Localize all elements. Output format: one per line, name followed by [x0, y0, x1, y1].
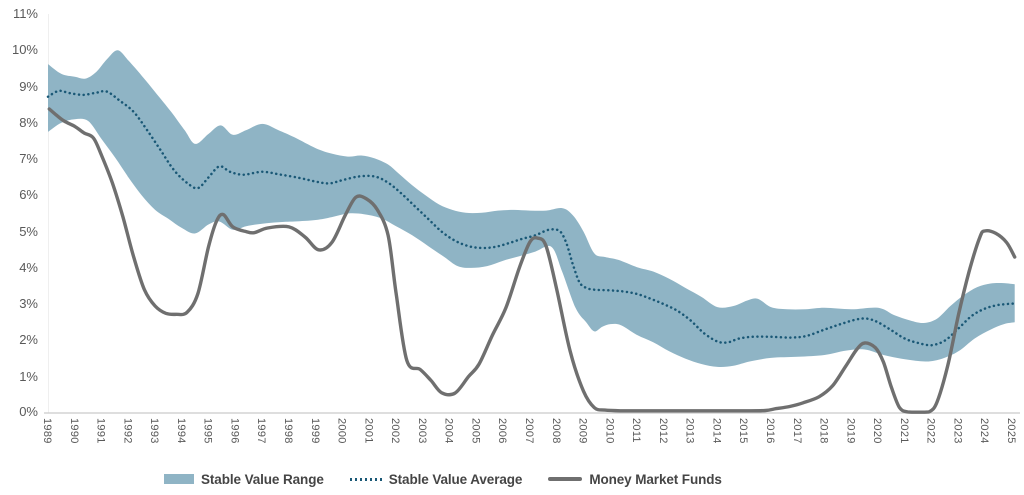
x-tick-label: 2012	[656, 418, 669, 444]
x-tick-label: 2007	[522, 418, 535, 444]
x-tick-label: 1999	[308, 418, 321, 444]
y-tick-label: 10%	[11, 42, 38, 58]
y-tick-label: 9%	[19, 78, 38, 94]
x-tick-label: 1992	[121, 418, 134, 444]
x-tick-label: 2017	[790, 418, 803, 444]
x-tick-label: 2019	[844, 418, 857, 444]
x-tick-label: 2018	[817, 418, 830, 444]
y-tick-label: 4%	[19, 259, 38, 275]
x-tick-label: 1998	[281, 418, 294, 444]
x-tick-label: 2001	[362, 418, 375, 444]
x-tick-label: 2023	[951, 418, 964, 444]
band-swatch-icon	[164, 474, 194, 484]
solid-line-swatch-icon	[548, 477, 583, 481]
legend-item-stable-value-range: Stable Value Range	[164, 472, 324, 487]
x-tick-label: 2021	[897, 418, 910, 444]
legend-item-money-market-funds: Money Market Funds	[548, 471, 722, 487]
x-tick-label: 2015	[737, 418, 750, 444]
x-tick-label: 2000	[335, 418, 348, 444]
x-tick-label: 1996	[228, 418, 241, 444]
x-tick-label: 2011	[630, 418, 643, 443]
x-tick-label: 2006	[496, 418, 509, 444]
x-tick-label: 2008	[549, 418, 562, 444]
stable-value-range-band	[48, 50, 1015, 367]
x-tick-label: 2013	[683, 418, 696, 444]
x-tick-label: 2010	[603, 418, 616, 444]
x-tick-label: 1993	[148, 418, 161, 444]
plot-area	[44, 14, 1020, 414]
x-tick-label: 1995	[201, 418, 214, 444]
y-tick-label: 6%	[19, 187, 38, 203]
y-tick-label: 5%	[19, 223, 38, 239]
x-tick-label: 1991	[94, 418, 107, 444]
y-tick-label: 7%	[19, 151, 38, 167]
stable-value-average-line	[46, 89, 1016, 347]
legend-label: Stable Value Range	[201, 471, 324, 487]
x-tick-label: 1997	[255, 418, 268, 444]
x-tick-label: 2009	[576, 418, 589, 444]
money-market-funds-line	[47, 107, 1017, 414]
y-tick-label: 11%	[12, 6, 38, 21]
x-tick-label: 2025	[1004, 418, 1017, 444]
legend: Stable Value Range Stable Value Average …	[164, 467, 722, 491]
y-tick-label: 0%	[19, 404, 38, 420]
y-tick-label: 2%	[19, 332, 38, 348]
x-tick-label: 2004	[442, 418, 455, 444]
y-tick-label: 1%	[19, 368, 38, 384]
y-tick-label: 8%	[19, 114, 38, 130]
x-tick-label: 2020	[871, 418, 884, 444]
legend-label: Money Market Funds	[589, 471, 722, 487]
x-tick-label: 1994	[174, 418, 187, 444]
x-tick-label: 1990	[67, 418, 80, 444]
x-tick-label: 2014	[710, 418, 723, 444]
dotted-line-swatch-icon	[349, 477, 382, 481]
x-tick-label: 1989	[41, 418, 53, 444]
legend-label: Stable Value Average	[388, 471, 523, 487]
x-tick-label: 2005	[469, 418, 482, 444]
x-tick-label: 2002	[389, 418, 402, 444]
y-tick-label: 3%	[19, 296, 38, 312]
x-tick-label: 2024	[978, 418, 991, 444]
legend-item-stable-value-average: Stable Value Average	[349, 471, 523, 487]
x-tick-label: 2022	[924, 418, 937, 444]
x-tick-label: 2016	[763, 418, 776, 444]
x-tick-label: 2003	[415, 418, 428, 444]
